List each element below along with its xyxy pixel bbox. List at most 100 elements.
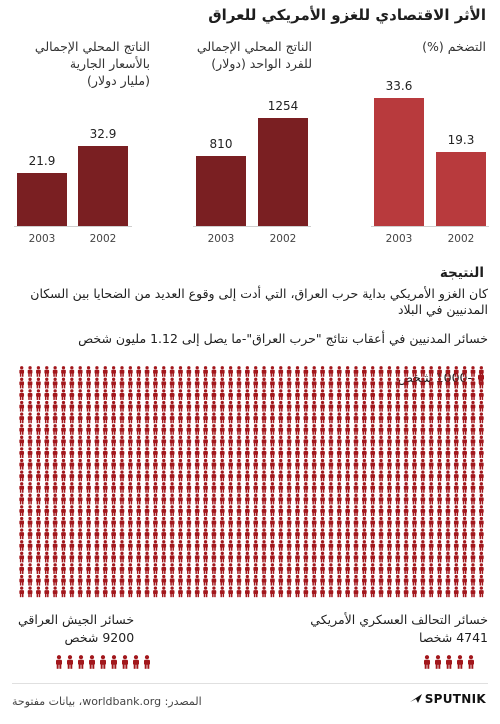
civilian-figure: [445, 447, 451, 458]
civilian-figure: [420, 412, 426, 424]
civilian-figure: [211, 493, 217, 505]
civilian-figure: [128, 366, 133, 377]
civilian-figure: [428, 493, 434, 505]
civilian-figure: [77, 482, 83, 493]
civilian-figure: [186, 400, 192, 412]
civilian-figure: [453, 516, 459, 528]
civilian-figure: [353, 505, 359, 516]
coalition-figure: [468, 655, 474, 669]
civilian-figure: [286, 377, 292, 389]
civilian-figure: [445, 516, 451, 528]
civilian-figure: [119, 435, 125, 447]
civilian-figure: [36, 447, 41, 458]
civilian-figure: [311, 470, 317, 482]
civilian-figure: [328, 400, 334, 412]
iraqi-army-figure: [78, 655, 84, 669]
coalition-figure: [446, 655, 452, 669]
civilian-figure: [453, 412, 459, 424]
civilian-figure: [303, 574, 309, 586]
gdp-per-capita-value-2002: 1254: [267, 99, 299, 113]
civilian-figure: [102, 366, 108, 377]
civilian-figure: [44, 551, 50, 563]
civilian-figure: [479, 586, 484, 598]
civilian-figure: [479, 482, 484, 493]
civilian-figure: [36, 563, 41, 574]
civilian-figure: [320, 377, 325, 389]
civilian-figure: [270, 447, 275, 458]
civilian-figure: [245, 586, 250, 598]
civilian-figure: [362, 528, 367, 540]
civilian-figure: [203, 551, 208, 563]
civilian-figure: [228, 574, 233, 586]
civilian-figure: [128, 540, 133, 551]
civilian-figure: [169, 540, 175, 551]
civilian-figure: [61, 377, 66, 389]
iraqi-army-figure: [122, 655, 128, 669]
civilian-figure: [412, 493, 417, 505]
civilian-figure: [345, 493, 350, 505]
civilian-figure: [44, 366, 50, 377]
civilian-figure: [403, 563, 409, 574]
civilian-figure: [136, 505, 142, 516]
civilian-figure: [228, 377, 233, 389]
civilian-figure: [52, 574, 58, 586]
civilian-figure: [378, 447, 384, 458]
civilian-figure: [328, 482, 334, 493]
civilian-figure: [278, 389, 284, 400]
civilian-figure: [387, 516, 392, 528]
civilian-figure: [336, 540, 342, 551]
civilian-figure: [144, 563, 150, 574]
civilian-figure: [119, 458, 125, 470]
civilian-figure: [420, 424, 426, 435]
civilian-figures-grid: [19, 366, 484, 598]
civilian-figure: [320, 516, 325, 528]
civilian-figure: [86, 540, 91, 551]
civilian-figure: [428, 424, 434, 435]
civilian-figure: [336, 528, 342, 540]
civilian-figure: [219, 424, 225, 435]
civilian-figure: [420, 377, 426, 389]
civilian-figure: [94, 505, 100, 516]
civilian-figure: [412, 447, 417, 458]
civilian-figure: [462, 505, 467, 516]
iraqi-army-figure: [144, 655, 150, 669]
civilian-figure: [370, 505, 376, 516]
civilian-figure: [412, 470, 417, 482]
civilian-figure: [270, 482, 275, 493]
civilian-figure: [61, 424, 66, 435]
civilian-figure: [295, 551, 300, 563]
civilian-figure: [161, 458, 167, 470]
civilian-figure: [370, 586, 376, 598]
civilian-figure: [228, 424, 233, 435]
civilian-figure: [219, 482, 225, 493]
civilian-figure: [211, 377, 217, 389]
civilian-figure: [286, 366, 292, 377]
civilian-figure: [228, 493, 233, 505]
civilian-figure: [153, 412, 158, 424]
civilian-figure: [278, 586, 284, 598]
civilian-figure: [387, 470, 392, 482]
civilian-figure: [387, 424, 392, 435]
civilian-figure: [445, 458, 451, 470]
civilian-figure: [479, 493, 484, 505]
civilian-figure: [19, 493, 25, 505]
civilian-figure: [370, 424, 376, 435]
civilian-figure: [286, 551, 292, 563]
civilian-figure: [470, 574, 476, 586]
civilian-figure: [144, 377, 150, 389]
civilian-figure: [77, 377, 83, 389]
civilian-figure: [245, 528, 250, 540]
civilian-figure: [303, 540, 309, 551]
civilian-figure: [303, 400, 309, 412]
civilian-figure: [362, 447, 367, 458]
civilian-figure: [245, 482, 250, 493]
civilian-figure: [178, 574, 183, 586]
civilian-figure: [420, 540, 426, 551]
civilian-figure: [219, 458, 225, 470]
civilian-figure: [52, 528, 58, 540]
civilian-figure: [278, 377, 284, 389]
civilian-figure: [470, 377, 476, 389]
civilian-figure: [194, 435, 200, 447]
civilian-figure: [77, 424, 83, 435]
civilian-figure: [428, 528, 434, 540]
